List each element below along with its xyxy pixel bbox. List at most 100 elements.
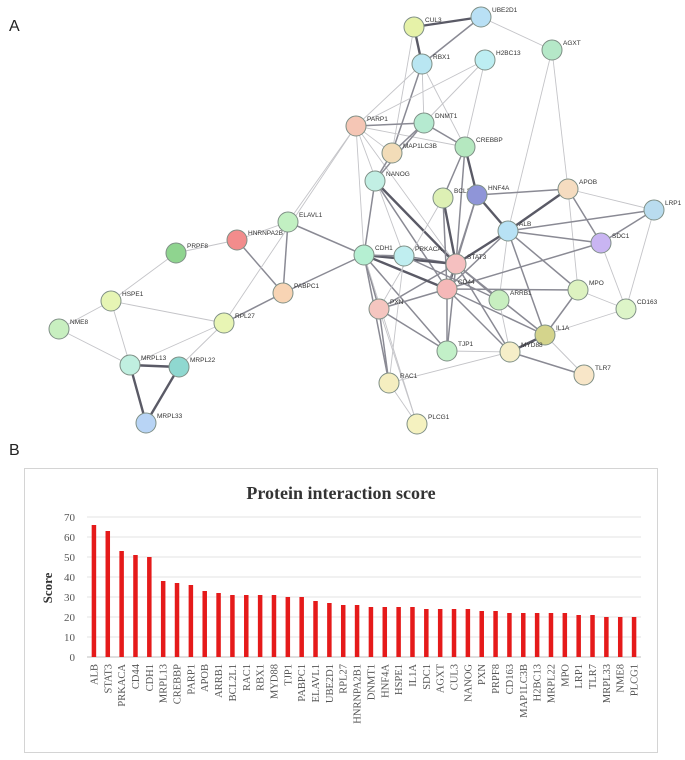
edge-cdh1-pabpc1: [282, 254, 365, 294]
edge-parp1-stat3: [355, 125, 457, 265]
node-hnrnpa2b1: [226, 229, 248, 251]
edge-rac1-myd88: [388, 351, 511, 384]
x-label-bcl2l1: BCL2L1: [228, 664, 239, 701]
x-label-rbx1: RBX1: [256, 664, 267, 691]
node-label-hnrnpa2b1: HNRNPA2B: [248, 230, 283, 237]
edge-alb-il1a: [507, 230, 546, 336]
node-label-prkaca: PRKACA: [415, 246, 442, 253]
x-label-ube2d1: UBE2D1: [325, 664, 336, 703]
bar-cd44: [133, 555, 138, 657]
bar-nme8: [617, 617, 623, 657]
bar-parp1: [188, 585, 194, 657]
node-mrpl22: [168, 356, 190, 378]
x-label-myd88: MYD88: [269, 664, 280, 699]
edge-cdh1-tjp1: [363, 254, 448, 352]
bar-agxt: [437, 609, 443, 657]
bar-lrp1: [576, 615, 581, 657]
bar-il1a: [410, 607, 415, 657]
x-label-apob: APOB: [200, 664, 211, 692]
edge-cd44-cdh1: [363, 253, 448, 291]
edge-rpl27-mrpl13: [129, 322, 225, 366]
node-rac1: [378, 372, 400, 394]
x-label-plcg1: PLCG1: [630, 664, 641, 696]
node-label-nanog: NANOG: [386, 171, 410, 178]
edge-stat3-tjp1: [446, 263, 457, 352]
edge-h2bc13-parp1: [355, 59, 486, 127]
x-label-dnmt1: DNMT1: [366, 664, 377, 700]
bar-pabpc1: [299, 597, 304, 657]
node-label-il1a: IL1A: [556, 325, 570, 332]
x-axis-labels: ALB STAT3 PRKACA CD44 CDH1 MRPL13 CREBBP PARP1 A…: [89, 663, 640, 723]
x-label-elavl1: ELAVL1: [311, 664, 322, 702]
edge-rbx1-map1lc3b: [391, 63, 423, 154]
x-label-nme8: NME8: [616, 664, 627, 693]
edge-myd88-tlr7: [509, 351, 585, 376]
edge-prpf8-hspe1: [110, 252, 177, 302]
bar-apob: [202, 591, 207, 657]
x-label-alb: ALB: [89, 664, 100, 685]
bar-tlr7: [590, 615, 595, 657]
bar-cdh1: [147, 557, 152, 657]
node-cul3: [403, 16, 425, 38]
node-label-mrpl22: MRPL22: [190, 357, 216, 364]
node-label-rbx1: RBX1: [433, 54, 450, 61]
node-map1lc3b: [381, 142, 403, 164]
x-label-nanog: NANOG: [463, 664, 474, 702]
node-label-pabpc1: PABPC1: [294, 283, 320, 290]
node-apob: [557, 178, 579, 200]
bar-sdc1: [424, 609, 429, 657]
node-tjp1: [436, 340, 458, 362]
y-tick-label: 20: [64, 612, 76, 624]
edge-pabpc1-rpl27: [223, 292, 284, 324]
edge-apob-sdc1: [567, 188, 602, 244]
chart-bars: [91, 525, 637, 657]
node-label-stat3: STAT3: [467, 254, 487, 261]
edge-prkaca-arrb1: [403, 255, 500, 301]
edge-nme8-mrpl13: [58, 328, 131, 366]
panel-label-b: B: [9, 442, 20, 459]
node-label-apob: APOB: [579, 179, 597, 186]
x-label-h2bc13: H2BC13: [533, 664, 544, 701]
node-label-plcg1: PLCG1: [428, 414, 450, 421]
node-hspe1: [100, 290, 122, 312]
node-nanog: [364, 170, 386, 192]
node-label-elavl1: ELAVL1: [299, 212, 323, 219]
edge-cdh1-elavl1: [287, 221, 365, 256]
x-label-agxt: AGXT: [436, 663, 447, 693]
node-label-map1lc3b: MAP1LC3B: [403, 143, 437, 150]
bar-rbx1: [257, 595, 263, 657]
node-nme8: [48, 318, 70, 340]
edge-rbx1-crebbp: [421, 63, 466, 148]
edge-rpl27-hspe1: [110, 300, 225, 324]
panel-label-a: A: [9, 18, 20, 35]
bar-alb: [91, 525, 97, 657]
node-ube2d1: [470, 6, 492, 28]
node-stat3: [445, 253, 467, 275]
y-tick-label: 60: [64, 532, 76, 544]
bar-pxn: [479, 611, 484, 657]
node-prkaca: [393, 245, 415, 267]
network-nodes: CUL3 UBE2D1 AGXT RBX1 H2BC13 PARP1 DNMT1 MAP1LC…: [48, 6, 682, 435]
bar-h2bc13: [534, 613, 540, 657]
edge-stat3-myd88: [455, 263, 511, 353]
x-label-stat3: STAT3: [103, 664, 114, 694]
node-label-bcl2l1: BCL2L1: [454, 188, 478, 195]
network-edges: [58, 15, 655, 425]
node-label-mpo: MPO: [589, 280, 604, 287]
edge-cul3-ube2d1: [413, 15, 482, 29]
x-label-cd44: CD44: [131, 663, 142, 689]
node-pxn: [368, 298, 390, 320]
edge-parp1-dnmt1: [355, 122, 425, 127]
edge-elavl1-pabpc1: [282, 221, 289, 294]
edge-hnrnpa2b1-pabpc1: [236, 239, 284, 294]
node-label-rpl27: RPL27: [235, 313, 255, 320]
x-label-prpf8: PRPF8: [491, 664, 502, 694]
node-label-rac1: RAC1: [400, 373, 418, 380]
x-label-parp1: PARP1: [186, 664, 197, 695]
bar-prpf8: [493, 611, 498, 657]
chart-frame: Protein interaction score Score 0 10 20 30 4…: [24, 468, 658, 753]
y-tick-label: 10: [64, 632, 76, 644]
x-label-hspe1: HSPE1: [394, 664, 405, 695]
node-prpf8: [165, 242, 187, 264]
node-mrpl33: [135, 412, 157, 434]
